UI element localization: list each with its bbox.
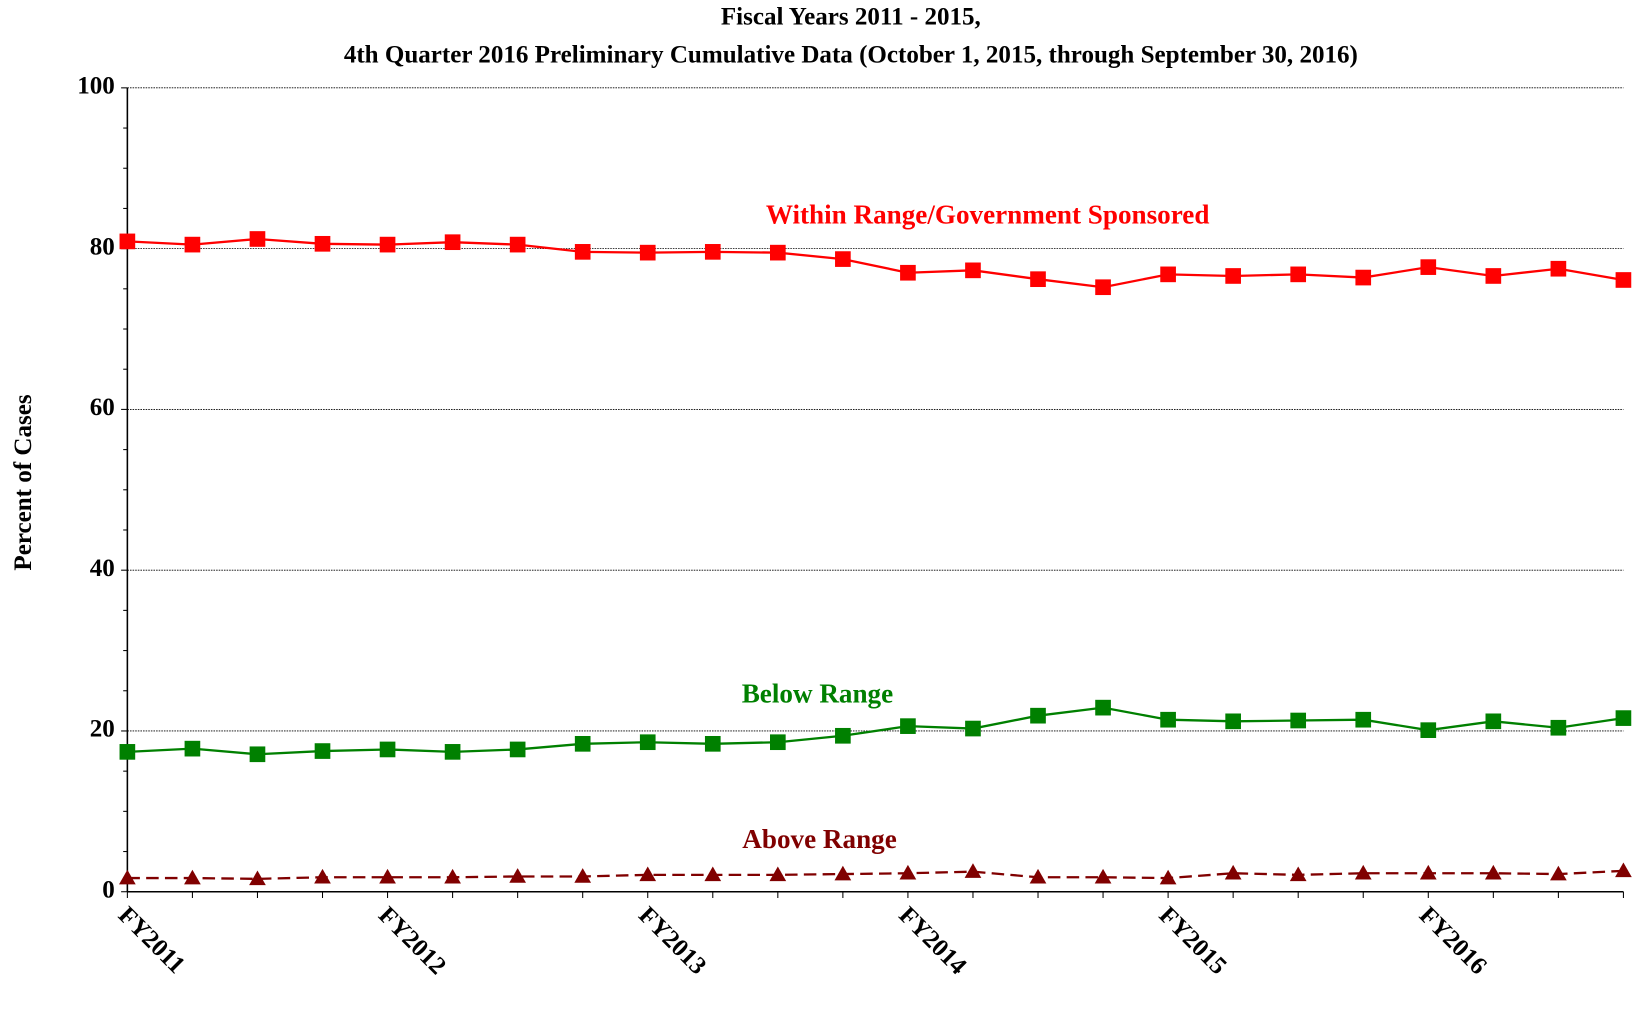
data-point <box>1160 266 1176 283</box>
data-point <box>899 864 917 880</box>
data-point <box>379 236 396 253</box>
data-point <box>1095 699 1111 716</box>
data-point <box>509 236 526 253</box>
x-tick-label: FY2014 <box>893 902 971 980</box>
data-point <box>704 735 721 752</box>
data-point <box>1484 864 1502 880</box>
data-point <box>574 244 591 260</box>
data-point <box>314 743 331 759</box>
data-point <box>1290 712 1307 729</box>
y-tick-label: 40 <box>90 555 115 582</box>
data-point <box>900 264 916 281</box>
data-point <box>704 866 722 882</box>
data-point <box>1420 259 1437 275</box>
data-point <box>574 735 591 752</box>
data-point <box>1030 271 1046 288</box>
x-tick-label: FY2012 <box>373 902 451 980</box>
data-point <box>639 866 657 882</box>
x-tick-label: FY2011 <box>113 902 190 979</box>
data-point <box>704 244 721 260</box>
data-point <box>1354 864 1372 880</box>
data-point <box>1225 268 1241 284</box>
data-point <box>1290 266 1307 283</box>
series-label: Above Range <box>742 824 896 854</box>
x-tick-label: FY2016 <box>1414 902 1492 980</box>
series-label: Within Range/Government Sponsored <box>766 200 1210 230</box>
data-point <box>1225 713 1241 730</box>
data-point <box>639 244 656 261</box>
data-point <box>184 236 201 253</box>
data-point <box>1485 268 1502 284</box>
series-line <box>127 237 1624 289</box>
data-point <box>769 866 787 882</box>
data-point <box>1419 864 1437 880</box>
chart-subtitle: 4th Quarter 2016 Preliminary Cumulative … <box>344 41 1358 68</box>
data-point <box>1224 864 1242 880</box>
chart-title: Fiscal Years 2011 - 2015, <box>721 4 981 31</box>
data-point <box>639 734 656 751</box>
data-point <box>249 231 266 247</box>
y-tick-label: 60 <box>90 394 115 421</box>
data-point <box>900 718 916 734</box>
data-point <box>835 727 851 744</box>
y-tick-label: 20 <box>90 716 115 743</box>
data-point <box>119 233 136 250</box>
data-point <box>184 740 201 757</box>
data-point <box>444 868 461 884</box>
data-point <box>509 868 526 883</box>
data-point <box>1615 862 1632 878</box>
data-point <box>249 870 266 886</box>
data-point <box>1160 711 1176 728</box>
series-line <box>127 869 1624 881</box>
data-point <box>1289 866 1307 882</box>
y-tick-label: 80 <box>90 233 115 260</box>
data-point <box>249 746 266 763</box>
data-point <box>444 744 461 760</box>
data-point <box>1029 868 1047 884</box>
data-point <box>1030 707 1046 724</box>
data-point <box>964 863 982 878</box>
series-label: Below Range <box>742 679 893 709</box>
data-point <box>1615 710 1632 726</box>
data-point <box>314 235 331 252</box>
data-point <box>1094 868 1112 884</box>
data-point <box>1615 272 1632 288</box>
y-tick-label: 100 <box>77 73 115 100</box>
data-point <box>509 741 526 758</box>
data-point <box>444 234 461 251</box>
data-point <box>769 244 786 261</box>
x-tick-label: FY2013 <box>633 902 711 980</box>
x-tick-label: FY2015 <box>1154 902 1232 980</box>
data-point <box>769 734 786 751</box>
series-line <box>127 706 1624 756</box>
data-point <box>1485 713 1502 730</box>
data-point <box>834 865 852 881</box>
data-point <box>574 868 592 883</box>
data-point <box>379 868 396 884</box>
data-point <box>1355 269 1372 286</box>
data-point <box>314 868 331 884</box>
data-point <box>184 869 201 885</box>
data-point <box>1095 279 1111 296</box>
data-point <box>1420 722 1437 738</box>
data-point <box>965 262 981 279</box>
data-point <box>835 251 851 267</box>
data-point <box>1550 865 1567 881</box>
data-point <box>1550 719 1567 736</box>
y-axis-label: Percent of Cases <box>10 394 37 570</box>
y-tick-label: 0 <box>102 876 115 903</box>
data-point <box>1159 869 1177 885</box>
data-point <box>965 720 981 737</box>
data-point <box>119 744 136 760</box>
data-point <box>119 869 136 885</box>
data-point <box>1355 711 1372 728</box>
data-point <box>1550 260 1567 277</box>
data-point <box>379 741 396 758</box>
